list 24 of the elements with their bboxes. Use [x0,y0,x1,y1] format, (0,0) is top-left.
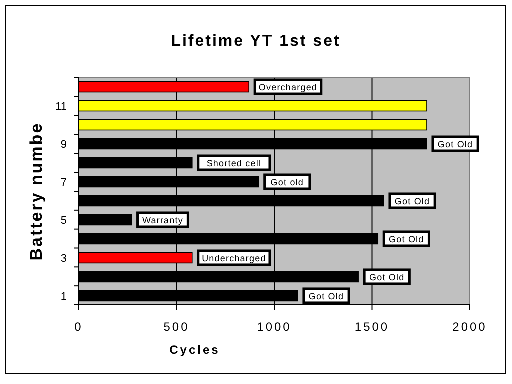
x-tick-label: 0 [74,320,84,334]
data-label: Got Old [394,196,430,206]
y-tick-label: 11 [56,101,67,114]
data-label: Warranty [142,215,184,226]
y-tick-label: 3 [60,252,67,265]
data-label: Got Old [370,272,405,282]
x-axis-title: Cycles [170,343,220,357]
x-tick-label: 1000 [257,320,292,334]
y-tick-label: 1 [60,290,67,303]
y-tick-label: 9 [60,139,67,152]
data-label: Got Old [308,291,344,302]
data-label: Shorted cell [206,158,262,169]
data-label: Got Old [438,140,474,150]
y-tick-label: 7 [60,177,67,189]
x-tick-label: 2000 [452,320,488,334]
data-label: Got Old [389,234,424,244]
data-label: Got old [270,178,304,188]
data-label: Overcharged [258,82,318,93]
x-tick-label: 500 [164,320,190,334]
y-tick-label: 5 [60,214,67,227]
data-label: Undercharged [202,253,266,264]
x-tick-label: 1500 [354,320,390,334]
chart-title: Lifetime YT 1st set [171,33,341,50]
y-axis-title: Battery numbe [27,122,46,261]
